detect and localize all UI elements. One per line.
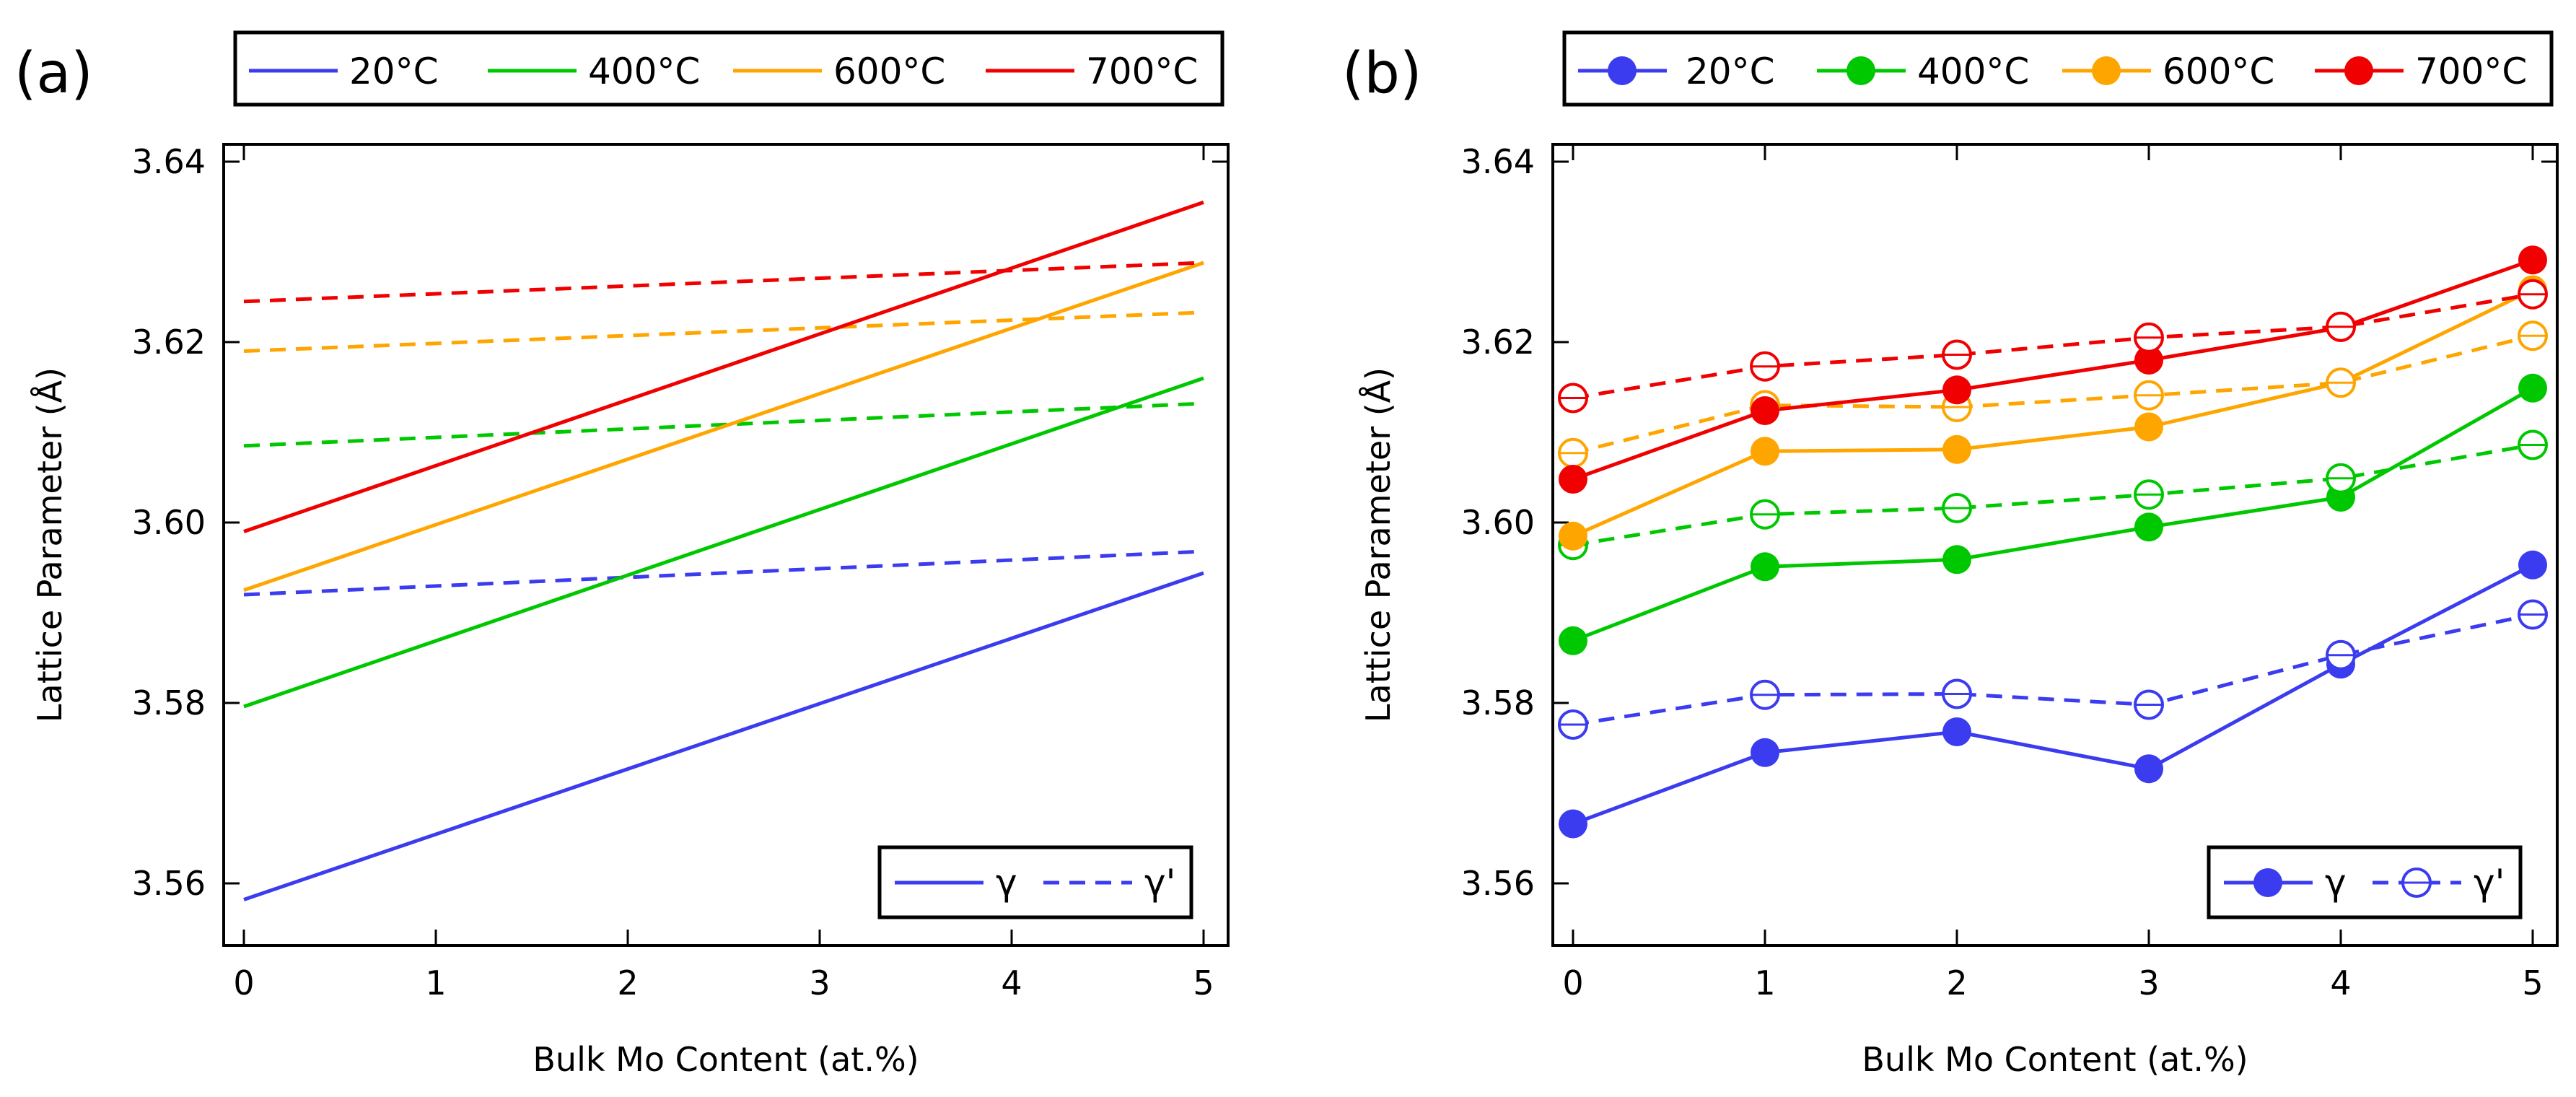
panel-b-x-axis-title: Bulk Mo Content (at.%) [1862, 1040, 2248, 1079]
panel-a-ytick-label: 3.60 [132, 503, 206, 542]
panel-b-series-line-20C-gamma_prime [1572, 613, 2533, 727]
panel-a-x-axis-title: Bulk Mo Content (at.%) [533, 1040, 919, 1079]
panel-b-point-20C-gamma [2518, 550, 2547, 580]
panel-b-ytick-label: 3.56 [1461, 864, 1535, 903]
panel-b-series-line-600C-gamma [1572, 288, 2534, 538]
panel-b-point-400C-gamma [2134, 512, 2163, 542]
panel-b-point-600C-gamma [2134, 412, 2163, 442]
panel-b-xtick-label: 1 [1754, 963, 1775, 1002]
panel-b-phase-legend: γ γ' [2207, 845, 2523, 919]
panel-a-xtick-label: 4 [1001, 963, 1022, 1002]
panel-a-label: (a) [14, 41, 93, 106]
panel-b-point-700C-gamma [1942, 375, 1971, 405]
panel-a-ytick-label: 3.58 [132, 683, 206, 722]
panel-b-y-ticks: 3.56 3.58 3.60 3.62 3.64 [1461, 142, 2557, 903]
panel-a-legend-gamma-label: γ [996, 862, 1017, 904]
panel-b-xtick-label: 3 [2138, 963, 2159, 1002]
panel-a-plot-frame [222, 143, 1230, 947]
panel-b-point-20C-gamma [1751, 738, 1779, 767]
panel-b-series-line-20C-gamma [1572, 563, 2534, 826]
panel-a-legend-label-700C: 700°C [1086, 51, 1198, 92]
panel-a-legend-label-20C: 20°C [349, 51, 439, 92]
panel-b-point-700C-gamma [2518, 245, 2547, 275]
panel-a-series-line-400C-gamma [243, 376, 1204, 709]
panel-b-y-axis-title: Lattice Parameter (Å) [1359, 367, 1398, 722]
panel-b-temp-legend-box [1562, 30, 2554, 107]
panel-b-point-400C-gamma [1942, 545, 1971, 574]
panel-b-label: (b) [1342, 41, 1421, 106]
panel-a-series [243, 200, 1204, 901]
panel-a-x-ticks: 0 1 2 3 4 5 [233, 144, 1214, 1002]
panel-a-xtick-label: 2 [617, 963, 638, 1002]
panel-b-legend-marker-600C [2092, 56, 2121, 85]
panel-a-series-line-700C-gamma_prime [243, 261, 1204, 304]
panel-a-series-line-20C-gamma_prime [243, 549, 1204, 597]
panel-a-ytick-label: 3.64 [132, 142, 206, 181]
panel-b-plot-frame [1551, 143, 2559, 947]
panel-a-y-ticks: 3.56 3.58 3.60 3.62 3.64 [132, 142, 1228, 903]
panel-a-xtick-label: 3 [809, 963, 830, 1002]
panel-b-ytick-label: 3.64 [1461, 142, 1535, 181]
panel-b-point-20C-gamma [1559, 809, 1587, 839]
panel-b-ytick-label: 3.60 [1461, 503, 1535, 542]
panel-b-point-400C-gamma [1559, 626, 1587, 655]
panel-b-legend-marker-400C [1846, 56, 1875, 85]
panel-b-series-line-700C-gamma_prime [1572, 292, 2533, 400]
panel-b-point-700C-gamma [1751, 396, 1779, 425]
panel-a-y-axis-title: Lattice Parameter (Å) [30, 367, 69, 722]
panel-b-point-700C-gamma [1559, 465, 1587, 494]
panel-b-xtick-label: 5 [2522, 963, 2543, 1002]
panel-b-xtick-label: 2 [1946, 963, 1967, 1002]
panel-b: (b) 20°C 400°C 600°C 700°C [1342, 30, 2559, 1079]
panel-b-legend-gamma-prime-label: γ' [2474, 862, 2505, 904]
panel-b-legend-gamma-label: γ [2325, 862, 2347, 904]
panel-b-series-line-400C-gamma [1572, 386, 2534, 643]
panel-a-ytick-label: 3.56 [132, 864, 206, 903]
panel-a-xtick-label: 0 [233, 963, 254, 1002]
panel-b-point-600C-gamma [1559, 521, 1587, 551]
panel-b-point-400C-gamma [1751, 552, 1779, 582]
panel-b-series-line-400C-gamma_prime [1572, 443, 2533, 547]
panel-a: (a) 20°C 400°C 600°C 700°C 3.56 3.58 3.6… [14, 30, 1230, 1079]
panel-b-point-700C-gamma [2134, 346, 2163, 375]
panel-a-temp-legend-box [233, 30, 1225, 107]
panel-b-ytick-label: 3.62 [1461, 323, 1535, 362]
panel-b-x-ticks: 0 1 2 3 4 5 [1562, 144, 2544, 1002]
panel-a-series-line-700C-gamma [243, 200, 1204, 533]
panel-a-xtick-label: 5 [1193, 963, 1214, 1002]
panel-b-series [1558, 245, 2548, 839]
panel-b-xtick-label: 4 [2330, 963, 2351, 1002]
panel-b-temp-legend: 20°C 400°C 600°C 700°C [1562, 30, 2554, 107]
panel-b-legend-label-600C: 600°C [2163, 51, 2274, 92]
panel-a-series-line-600C-gamma [243, 261, 1204, 593]
panel-a-phase-legend: γ γ' [877, 845, 1193, 919]
panel-b-point-400C-gamma [2518, 373, 2547, 403]
panel-b-point-600C-gamma [1942, 434, 1971, 464]
panel-b-legend-label-700C: 700°C [2415, 51, 2527, 92]
panel-b-legend-label-400C: 400°C [1917, 51, 2029, 92]
panel-b-legend-marker-20C [1608, 56, 1637, 85]
panel-b-series-line-700C-gamma [1572, 258, 2533, 481]
panel-a-temp-legend: 20°C 400°C 600°C 700°C [233, 30, 1225, 107]
panel-b-legend-marker-700C [2344, 56, 2373, 85]
panel-b-point-600C-gamma [1751, 437, 1779, 466]
panel-b-series-line-600C-gamma_prime [1572, 333, 2533, 455]
panel-a-legend-gamma-prime-label: γ' [1144, 862, 1175, 904]
panel-b-legend-label-20C: 20°C [1686, 51, 1775, 92]
panel-b-point-20C-gamma [1942, 717, 1971, 746]
panel-b-xtick-label: 0 [1562, 963, 1583, 1002]
panel-a-series-line-600C-gamma_prime [243, 310, 1204, 353]
panel-a-xtick-label: 1 [425, 963, 446, 1002]
panel-a-ytick-label: 3.62 [132, 323, 206, 362]
panel-a-series-line-20C-gamma [243, 571, 1204, 901]
panel-a-legend-label-400C: 400°C [588, 51, 700, 92]
panel-b-ytick-label: 3.58 [1461, 683, 1535, 722]
panel-b-point-20C-gamma [2134, 754, 2163, 784]
panel-a-legend-label-600C: 600°C [833, 51, 945, 92]
panel-b-legend-gamma-marker [2253, 868, 2282, 897]
